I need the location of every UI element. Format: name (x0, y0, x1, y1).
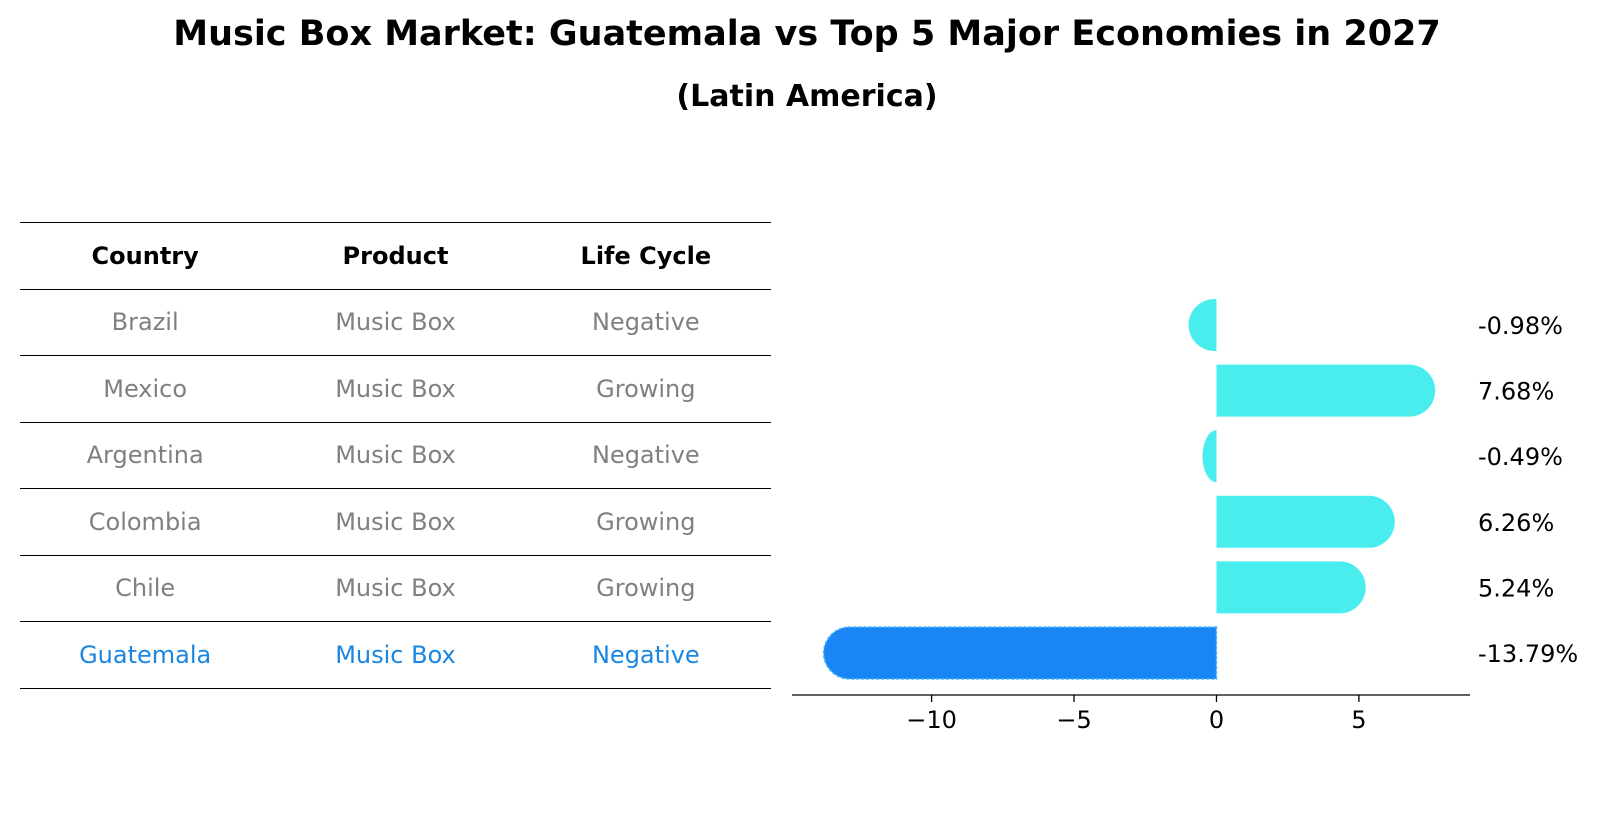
cell-product: Music Box (270, 288, 521, 356)
cell-country: Brazil (20, 288, 271, 356)
bar-guatemala (822, 626, 1218, 680)
cell-product: Music Box (270, 355, 521, 423)
bar-value-label: -0.49% (1478, 443, 1563, 471)
bar-value-label: 7.68% (1478, 378, 1554, 406)
table-row: Chile Music Box Growing (20, 554, 771, 622)
cell-life-cycle: Growing (520, 488, 771, 556)
column-header-country: Country (20, 222, 271, 290)
cell-country: Mexico (20, 355, 271, 423)
bar-value-label: 6.26% (1478, 509, 1554, 537)
cell-product: Music Box (270, 554, 521, 622)
bar-value-label: -13.79% (1478, 640, 1578, 668)
bar-mexico (1216, 364, 1436, 417)
table-row: Colombia Music Box Growing (20, 488, 771, 556)
column-header-product: Product (270, 222, 521, 290)
bar-colombia (1216, 495, 1395, 548)
table-header-row: Country Product Life Cycle (20, 222, 771, 290)
bar-value-label: 5.24% (1478, 574, 1554, 602)
cell-country: Colombia (20, 488, 271, 556)
cell-life-cycle: Negative (520, 421, 771, 489)
cell-country: Chile (20, 554, 271, 622)
cell-product: Music Box (270, 621, 521, 689)
chart-title: Music Box Market: Guatemala vs Top 5 Maj… (173, 14, 1441, 54)
bar-chile (1216, 561, 1366, 614)
table-row: Mexico Music Box Growing (20, 355, 771, 423)
cell-country: Argentina (20, 421, 271, 489)
table-row: Brazil Music Box Negative (20, 288, 771, 356)
column-header-life-cycle: Life Cycle (520, 222, 771, 290)
cell-country: Guatemala (20, 621, 271, 689)
bar-argentina (1202, 430, 1217, 483)
x-tick-label: −10 (906, 706, 957, 734)
x-tick-label: −5 (1056, 706, 1091, 734)
x-tick-label: 0 (1209, 706, 1224, 734)
cell-life-cycle: Negative (520, 621, 771, 689)
cell-product: Music Box (270, 421, 521, 489)
cell-life-cycle: Negative (520, 288, 771, 356)
cell-product: Music Box (270, 488, 521, 556)
bar-value-label: -0.98% (1478, 312, 1563, 340)
cell-life-cycle: Growing (520, 554, 771, 622)
bar-brazil (1188, 299, 1217, 351)
x-tick-label: 5 (1351, 706, 1366, 734)
table-row: Argentina Music Box Negative (20, 421, 771, 489)
market-table: Country Product Life Cycle Brazil Music … (20, 222, 771, 689)
chart-subtitle: (Latin America) (676, 79, 938, 114)
table-row-highlighted: Guatemala Music Box Negative (20, 621, 771, 689)
